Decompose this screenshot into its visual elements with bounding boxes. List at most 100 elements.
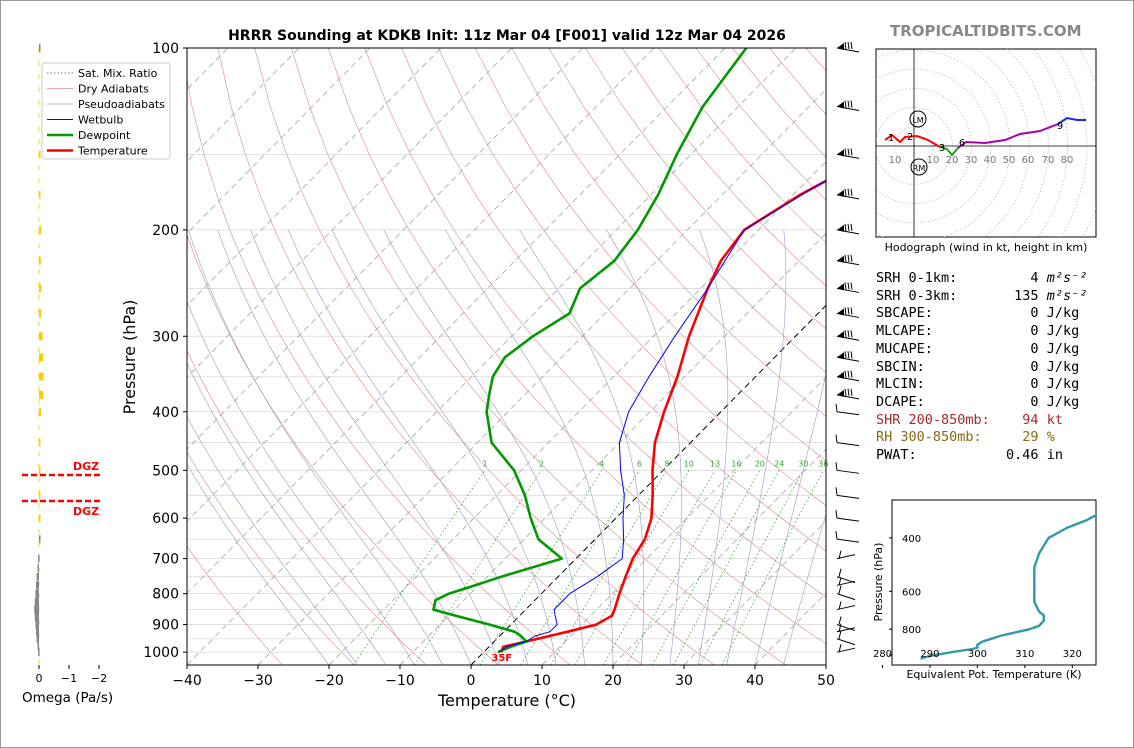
sounding-parameters: SRH 0-1km: 4 m²s⁻² SRH 0-3km: 135 m²s⁻² SB… [876, 270, 1087, 465]
pseudoadiabat [287, 229, 529, 665]
isotherm [187, 48, 584, 450]
theta-e-y-label: Pressure (hPa) [872, 543, 885, 622]
param-row: MUCAPE: 0 J/kg [876, 341, 1087, 359]
barb-feather [850, 351, 853, 359]
barb-feather [847, 388, 850, 396]
mixing-ratio-line [603, 470, 716, 665]
param-unit: J/kg [1038, 393, 1080, 410]
param-label: PWAT: [876, 447, 998, 464]
param-unit: in [1038, 447, 1063, 464]
param-unit: J/kg [1038, 305, 1080, 322]
omega-bar [37, 641, 39, 650]
hodograph-ring-label: 20 [946, 155, 959, 166]
omega-x-tick-label: −1 [61, 672, 77, 685]
surface-temp-label: 35F [491, 653, 512, 664]
omega-bar [35, 589, 39, 598]
barb-feather [838, 577, 842, 586]
y-tick-label: 900 [152, 618, 179, 634]
isotherm [187, 48, 655, 522]
omega-bar [39, 332, 43, 341]
left-mover-label: LM [912, 116, 923, 125]
hodograph-trace [884, 133, 941, 148]
barb-staff [836, 312, 860, 318]
x-tick-label: −10 [385, 673, 415, 689]
wind-barb [836, 148, 860, 159]
hodograph-height-label: 1 [888, 133, 894, 144]
barb-staff [836, 554, 856, 560]
param-unit: J/kg [1038, 358, 1080, 375]
barb-feather [847, 330, 850, 338]
param-row: MLCAPE: 0 J/kg [876, 323, 1087, 341]
wind-barb [835, 487, 860, 499]
hodograph-ring-label: 10 [889, 155, 902, 166]
mixing-ratio-line [520, 470, 640, 665]
param-value: 29 [997, 429, 1039, 446]
dry-adiabat [548, 48, 826, 373]
x-tick-label: 30 [675, 673, 693, 689]
y-tick-label: 600 [152, 511, 179, 527]
param-row: SRH 0-1km: 4 m²s⁻² [876, 270, 1087, 288]
barb-staff [836, 494, 860, 499]
hodograph-ring-label: 10 [927, 155, 940, 166]
pseudoadiabat [187, 463, 330, 665]
legend-label: Wetbulb [78, 114, 123, 127]
legend-box [41, 62, 171, 160]
theta-e-x-tick-label: 280 [873, 649, 892, 660]
hodograph-ring-label: 50 [1003, 155, 1016, 166]
param-value: 4 [997, 270, 1039, 286]
theta-e-x-tick-label: 300 [968, 649, 987, 660]
omega-bar [36, 627, 39, 636]
barb-staff [836, 593, 856, 601]
pseudoadiabat [187, 362, 387, 665]
barb-staff [836, 647, 856, 653]
barb-staff [836, 356, 860, 362]
param-label: SRH 0-1km: [876, 270, 998, 286]
wind-barb [835, 462, 860, 474]
dry-adiabat [511, 48, 826, 417]
barb-feather [847, 100, 850, 108]
isotherm [0, 48, 15, 665]
isotherm [328, 160, 826, 665]
wind-barb [836, 370, 860, 382]
y-tick-label: 400 [152, 405, 179, 421]
barb-feather [847, 351, 850, 359]
omega-bar [38, 648, 40, 657]
omega-x-tick-label: 0 [36, 672, 43, 685]
barb-staff [836, 335, 860, 341]
barb-feather [844, 254, 847, 262]
pseudoadiabat [217, 229, 472, 665]
x-tick-label: 40 [746, 673, 764, 689]
barb-staff [836, 638, 856, 646]
skewt-axis-ticks: −40 −30 −20 −10 0 10 20 30 40 50 100 200 300 400 500 60… [143, 41, 835, 689]
barb-feather [850, 223, 853, 231]
barb-feather [838, 568, 842, 577]
param-label: SBCAPE: [876, 305, 998, 322]
wind-barb [836, 630, 856, 646]
barb-feather [847, 223, 850, 231]
barb-feather [850, 188, 853, 196]
pseudoadiabat [783, 513, 826, 665]
barb-feather [835, 487, 838, 496]
param-unit: m²s⁻² [1038, 287, 1088, 304]
mixing-ratio-label: 8 [664, 459, 669, 468]
dry-adiabat [327, 48, 826, 645]
param-value: 94 [997, 411, 1039, 428]
wind-barb [835, 434, 860, 447]
mixing-ratio-line [626, 470, 737, 665]
param-unit: J/kg [1038, 376, 1080, 393]
param-label: SHR 200-850mb: [876, 411, 998, 428]
omega-bar [39, 190, 41, 199]
barb-feather [838, 623, 842, 632]
mixing-ratio-label: 13 [710, 459, 720, 468]
hodograph-title: Hodograph (wind in kt, height in km) [885, 241, 1088, 254]
barb-feather [835, 403, 838, 412]
wind-barbs [835, 41, 860, 653]
skewt-background-lines [0, 48, 826, 665]
wind-barb [836, 100, 860, 112]
y-tick-label: 200 [152, 223, 179, 239]
param-unit: J/kg [1038, 323, 1080, 340]
series-temperature [500, 179, 826, 653]
wind-barb [836, 307, 860, 318]
barb-feather [838, 630, 842, 639]
